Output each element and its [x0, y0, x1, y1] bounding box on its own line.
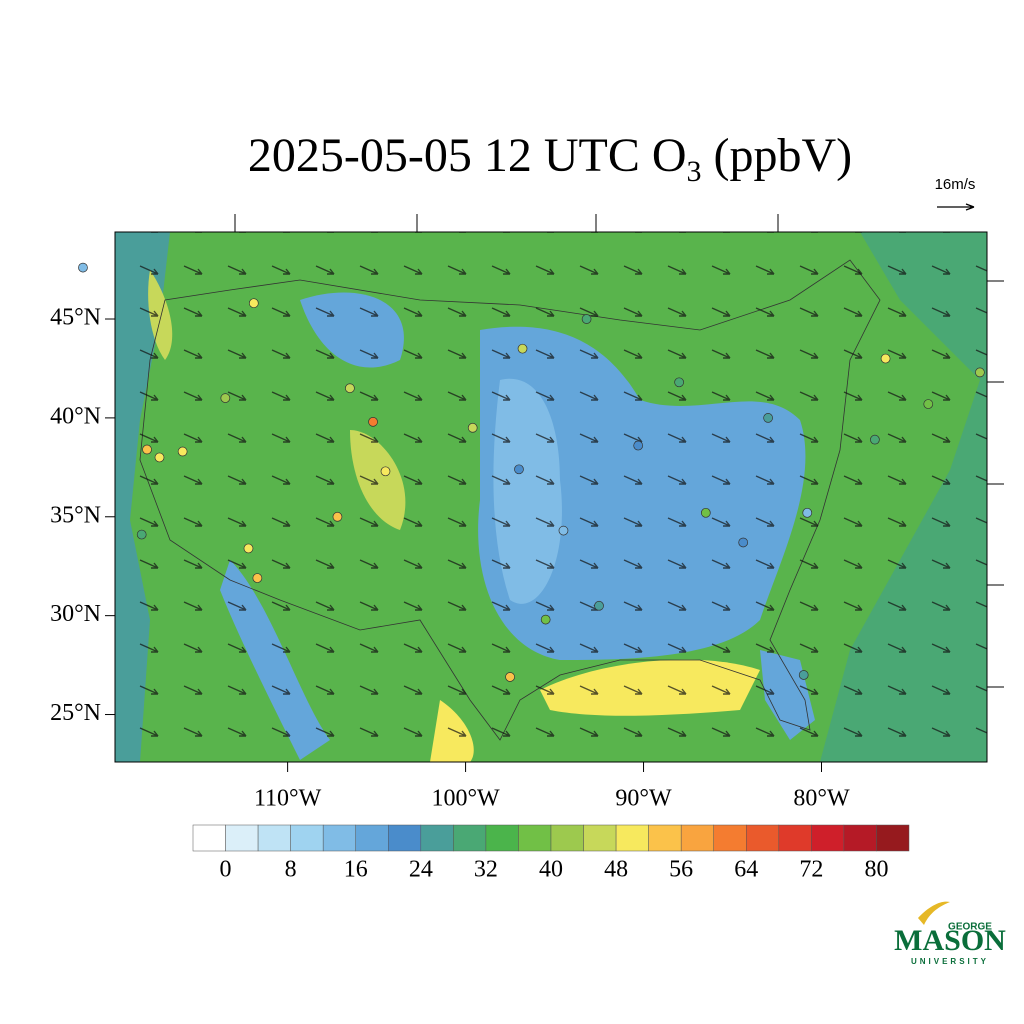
station [243, 543, 254, 554]
station [738, 537, 749, 548]
colorbar-box [583, 824, 617, 852]
colorbar-label: 24 [409, 857, 433, 883]
colorbar-box [192, 824, 226, 852]
station [594, 600, 604, 611]
logo-main: MASON [894, 924, 1006, 957]
x-tick-label: 100°W [431, 786, 500, 812]
station [870, 434, 880, 445]
colorbar-box [746, 824, 780, 852]
colorbar-box [485, 824, 519, 852]
colorbar-label: 0 [220, 857, 232, 883]
colorbar-box [518, 824, 552, 852]
frame-ticks [234, 214, 1004, 688]
map-field [115, 232, 987, 762]
station [763, 413, 773, 423]
station [674, 377, 684, 388]
colorbar-box [811, 824, 845, 852]
colorbar-label: 32 [474, 857, 498, 883]
station [923, 399, 934, 409]
colorbar-label: 64 [734, 857, 758, 883]
colorbar-label: 72 [799, 857, 823, 883]
colorbar-box [420, 824, 454, 852]
station [975, 367, 985, 378]
x-tick-label: 110°W [254, 786, 322, 812]
colorbar-label: 80 [864, 857, 888, 883]
colorbar-box [322, 824, 356, 852]
station [798, 670, 809, 680]
station [78, 262, 88, 273]
x-tick-label: 80°W [793, 786, 850, 812]
colorbar-label: 48 [604, 857, 628, 883]
logo-bottom: UNIVERSITY [911, 957, 989, 966]
station [880, 353, 891, 364]
station [177, 446, 188, 457]
station [802, 507, 813, 518]
station [142, 444, 152, 455]
colorbar-box [680, 824, 714, 852]
title-main: 2025-05-05 12 UTC O [248, 129, 687, 182]
station [368, 417, 378, 427]
station [633, 440, 644, 451]
station [136, 529, 147, 540]
station [517, 343, 528, 354]
colorbar-box [778, 824, 812, 852]
colorbar-box [257, 824, 291, 852]
station [154, 452, 165, 463]
colorbar-box [713, 824, 747, 852]
station [581, 314, 592, 324]
station [248, 298, 259, 309]
title: 2025-05-05 12 UTC O3 (ppbV) [248, 129, 852, 188]
colorbar-box [843, 824, 877, 852]
colorbar-box [290, 824, 324, 852]
reference-vector-label: 16m/s [935, 176, 976, 193]
colorbar-label: 8 [285, 857, 297, 883]
x-tick-label: 90°W [615, 786, 672, 812]
station [252, 573, 263, 583]
colorbar-label: 56 [669, 857, 693, 883]
colorbar-box [225, 824, 259, 852]
colorbar-box [550, 824, 584, 852]
colorbar-label: 16 [344, 857, 368, 883]
colorbar-box [876, 824, 910, 852]
y-tick-label: 40°N [50, 403, 101, 429]
colorbar-box [453, 824, 487, 852]
y-tick-label: 45°N [50, 305, 101, 331]
station [558, 525, 569, 536]
station [380, 466, 391, 477]
colorbar-box [355, 824, 389, 852]
colorbar-label: 40 [539, 857, 563, 883]
logo-top: GEORGE [948, 922, 992, 933]
map-frame [114, 231, 988, 763]
y-tick-label: 30°N [50, 601, 101, 627]
y-tick-label: 35°N [50, 502, 101, 528]
reference-vector [937, 203, 975, 211]
colorbar-box [648, 824, 682, 852]
station [505, 672, 515, 682]
station [467, 422, 478, 433]
station [332, 511, 343, 522]
title-subscript: 3 [687, 155, 702, 188]
y-tick-label: 25°N [50, 700, 101, 726]
station [540, 614, 551, 625]
colorbar-box [615, 824, 649, 852]
station [345, 383, 355, 394]
station [700, 507, 711, 518]
station [514, 464, 524, 475]
title-tail: (ppbV) [702, 129, 853, 182]
station [220, 393, 231, 403]
colorbar-box [388, 824, 422, 852]
logo: GEORGE MASON UNIVERSITY [894, 901, 1006, 966]
